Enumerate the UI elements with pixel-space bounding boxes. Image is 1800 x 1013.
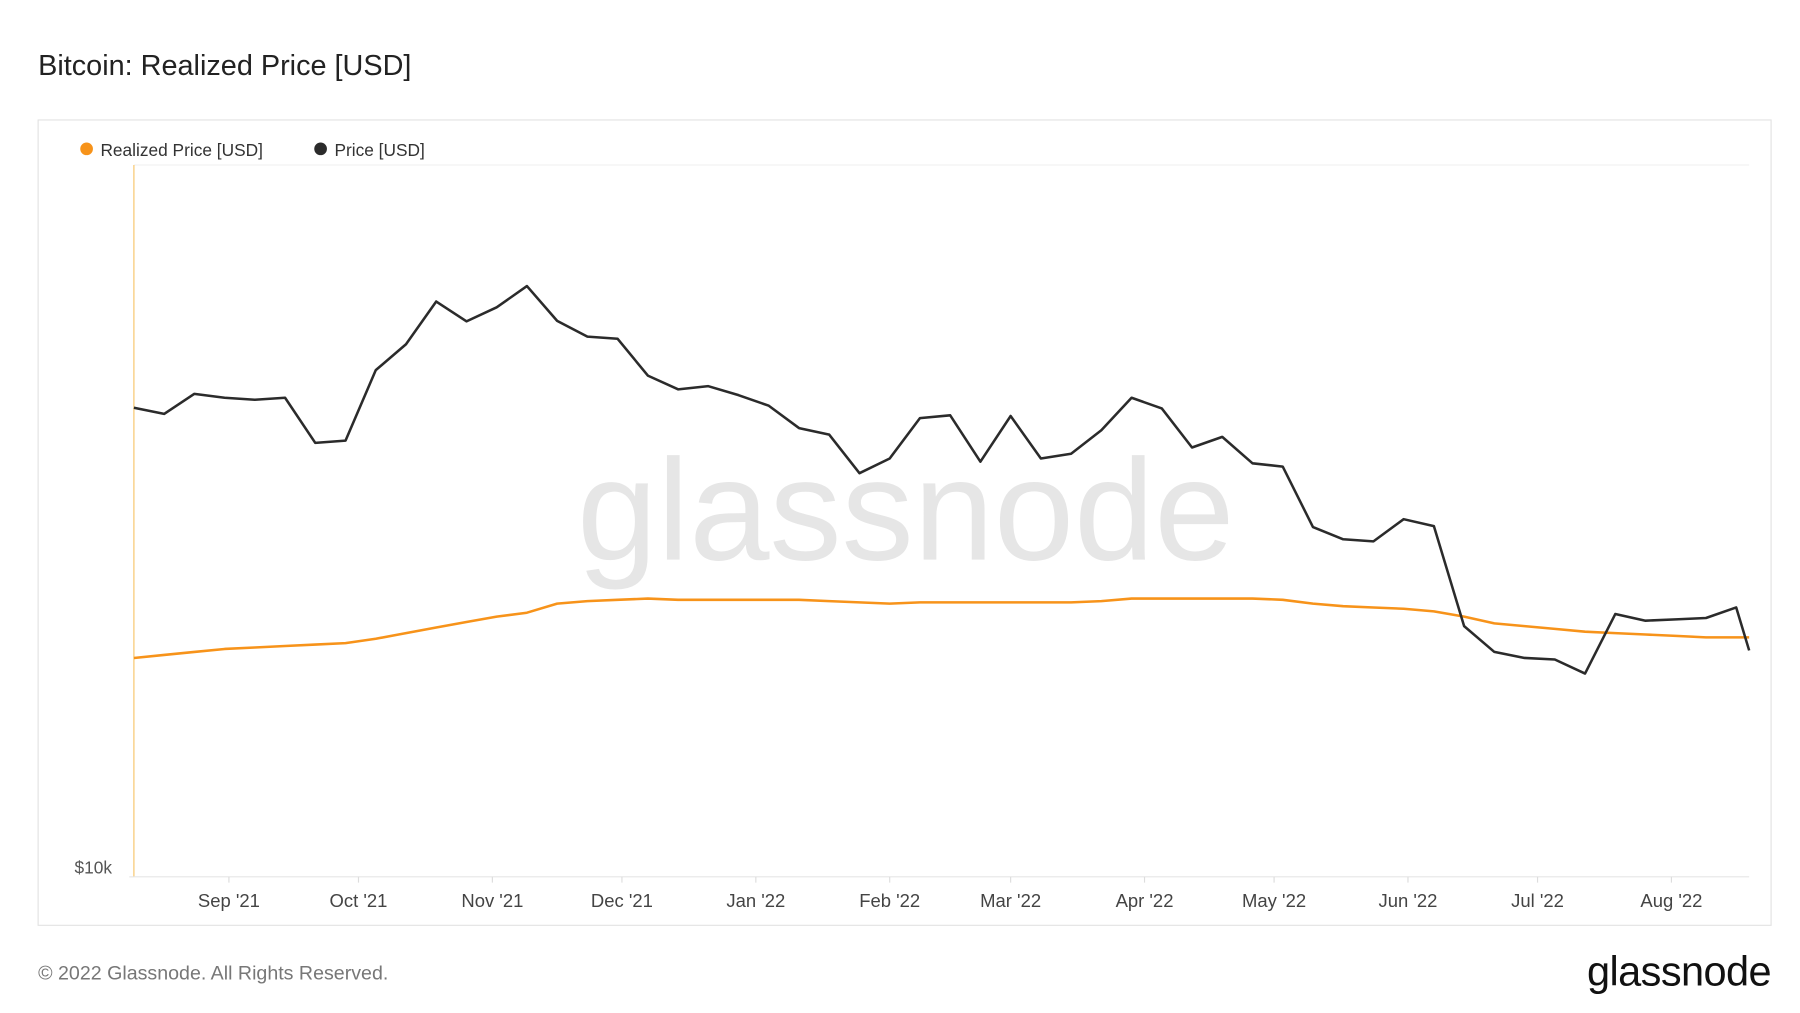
series-line xyxy=(133,597,1750,660)
watermark: glassnode xyxy=(577,429,1234,591)
x-tick-label: Mar '22 xyxy=(980,890,1041,911)
x-tick-label: Jul '22 xyxy=(1511,890,1564,911)
x-tick-label: Sep '21 xyxy=(198,890,260,911)
legend: Realized Price [USD] Price [USD] xyxy=(80,140,425,160)
x-tick-label: Jan '22 xyxy=(726,890,785,911)
x-tick-label: Aug '22 xyxy=(1640,890,1702,911)
chart-title: Bitcoin: Realized Price [USD] xyxy=(38,50,411,82)
plot-area: $10k Sep '21 Oct '21 Nov '21 Dec '21 Jan '22 F… xyxy=(74,284,1751,911)
x-tick-label: Apr '22 xyxy=(1116,890,1174,911)
x-tick-label: Nov '21 xyxy=(461,890,523,911)
x-tick-label: May '22 xyxy=(1242,890,1306,911)
legend-marker xyxy=(314,142,327,156)
logo: glassnode xyxy=(1587,947,1771,994)
legend-label: Price [USD] xyxy=(334,140,424,160)
chart-frame xyxy=(37,119,1772,926)
legend-label: Realized Price [USD] xyxy=(100,140,262,160)
x-tick-label: Feb '22 xyxy=(859,890,920,911)
series-line xyxy=(133,284,1751,675)
x-tick-label: Oct '21 xyxy=(330,890,388,911)
y-tick-label: $10k xyxy=(74,857,112,877)
legend-marker xyxy=(80,142,93,156)
x-tick-label: Jun '22 xyxy=(1379,890,1438,911)
footer: © 2022 Glassnode. All Rights Reserved. xyxy=(38,963,388,985)
x-tick-label: Dec '21 xyxy=(591,890,653,911)
